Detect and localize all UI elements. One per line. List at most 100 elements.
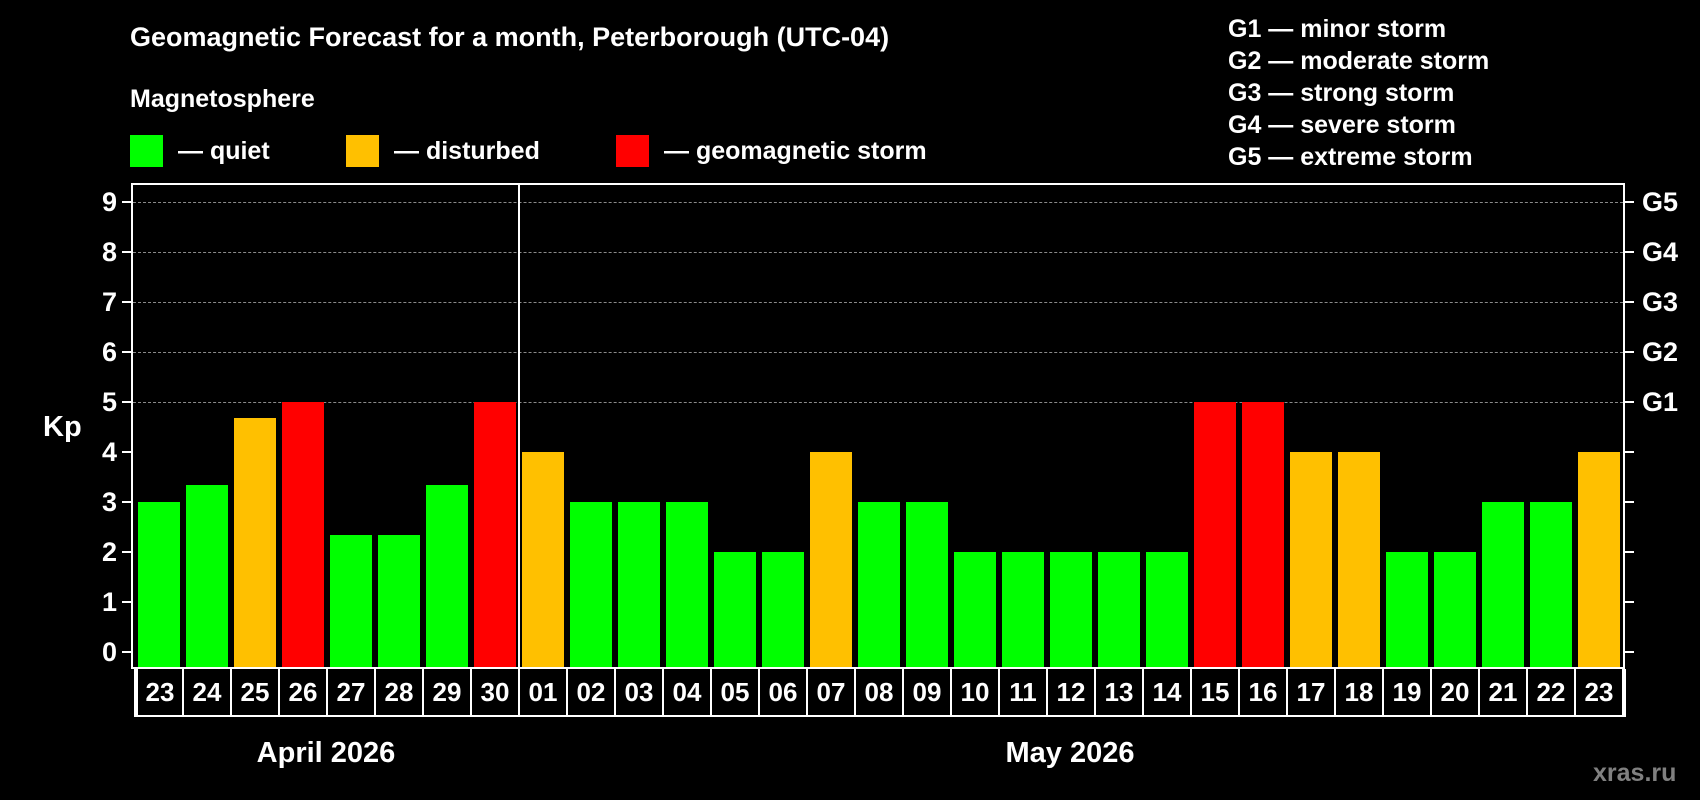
bar-quiet [1386,552,1428,667]
storm-scale-g1: G1 — minor storm [1228,15,1447,43]
bar-quiet [378,535,420,667]
legend-item-disturbed: — disturbed [346,135,540,167]
y-tick-label: 9 [101,187,117,217]
y-tick-label: 7 [101,287,117,317]
storm-scale-legend: G1 — minor storm G2 — moderate storm G3 … [1228,13,1489,173]
y-tick-label: 4 [101,437,117,467]
y-tick-mark [122,251,132,253]
date-cell: 09 [904,669,952,715]
date-cell: 15 [1192,669,1240,715]
y-tick-mark [122,651,132,653]
date-cell: 22 [1528,669,1576,715]
bar-disturbed [1338,452,1380,667]
date-cell: 05 [712,669,760,715]
storm-level-label: G1 [1642,387,1679,417]
bar-quiet [858,502,900,667]
bar-quiet [762,552,804,667]
y-tick-label: 0 [101,637,117,667]
bar-quiet [714,552,756,667]
bar-quiet [666,502,708,667]
date-cell: 24 [184,669,232,715]
storm-scale-g5: G5 — extreme storm [1228,143,1473,171]
right-tick-mark [1625,251,1634,253]
bar-disturbed [522,452,564,667]
month-label: April 2026 [256,737,396,769]
y-tick-label: 6 [101,337,117,367]
date-cell: 23 [1576,669,1624,715]
bar-quiet [138,502,180,667]
y-tick-mark [122,301,132,303]
bar-storm [474,402,516,667]
date-cell: 01 [520,669,568,715]
date-cell: 23 [136,669,184,715]
y-tick-mark [122,401,132,403]
legend-item-storm: — geomagnetic storm [616,135,927,167]
date-cell: 16 [1240,669,1288,715]
storm-scale-g4: G4 — severe storm [1228,111,1456,139]
date-cell: 25 [232,669,280,715]
y-tick-label: 3 [101,487,117,517]
bar-quiet [618,502,660,667]
date-cell: 30 [472,669,520,715]
y-tick-label: 8 [101,237,117,267]
storm-swatch-icon [616,135,649,167]
bar-quiet [954,552,996,667]
watermark: xras.ru [1593,759,1677,787]
plot-area [131,183,1625,669]
date-cell: 04 [664,669,712,715]
month-label: May 2026 [1005,737,1135,769]
date-cell: 10 [952,669,1000,715]
date-cell: 12 [1048,669,1096,715]
right-tick-mark [1625,451,1634,453]
bar-quiet [1050,552,1092,667]
y-tick-mark [122,601,132,603]
legend-label-storm: — geomagnetic storm [664,137,927,165]
y-tick-mark [122,201,132,203]
date-cell: 07 [808,669,856,715]
y-tick-label: 5 [101,387,117,417]
bar-disturbed [1578,452,1620,667]
date-cell: 21 [1480,669,1528,715]
date-cell: 19 [1384,669,1432,715]
right-tick-mark [1625,651,1634,653]
gridline-kp-9 [133,202,1623,203]
bar-disturbed [810,452,852,667]
bar-disturbed [1290,452,1332,667]
gridline-kp-6 [133,352,1623,353]
y-tick-mark [122,551,132,553]
bar-storm [282,402,324,667]
gridline-kp-5 [133,402,1623,403]
storm-scale-g3: G3 — strong storm [1228,79,1455,107]
gridline-kp-7 [133,302,1623,303]
bar-storm [1194,402,1236,667]
right-tick-mark [1625,501,1634,503]
quiet-swatch-icon [130,135,163,167]
date-cell: 26 [280,669,328,715]
bar-quiet [570,502,612,667]
date-cell: 08 [856,669,904,715]
bar-storm [1242,402,1284,667]
date-cell: 02 [568,669,616,715]
bar-quiet [1482,502,1524,667]
y-axis-label: Kp [43,411,82,443]
disturbed-swatch-icon [346,135,379,167]
right-tick-mark [1625,601,1634,603]
y-tick-mark [122,501,132,503]
date-cell: 28 [376,669,424,715]
legend-label-disturbed: — disturbed [394,137,540,165]
right-tick-mark [1625,351,1634,353]
storm-level-label: G4 [1642,237,1679,267]
chart-title: Geomagnetic Forecast for a month, Peterb… [130,22,890,52]
bar-quiet [1098,552,1140,667]
bar-quiet [1146,552,1188,667]
date-cell: 27 [328,669,376,715]
storm-scale-g2: G2 — moderate storm [1228,47,1490,75]
bar-quiet [1002,552,1044,667]
bar-quiet [426,485,468,667]
right-tick-mark [1625,401,1634,403]
date-cell: 14 [1144,669,1192,715]
bar-quiet [1434,552,1476,667]
month-divider [518,185,520,667]
legend-heading: Magnetosphere [130,85,315,113]
date-row: 23 24 25 26 27 28 29 30 01 02 03 04 05 06 07 08 09 10 11 12… [134,669,1626,717]
